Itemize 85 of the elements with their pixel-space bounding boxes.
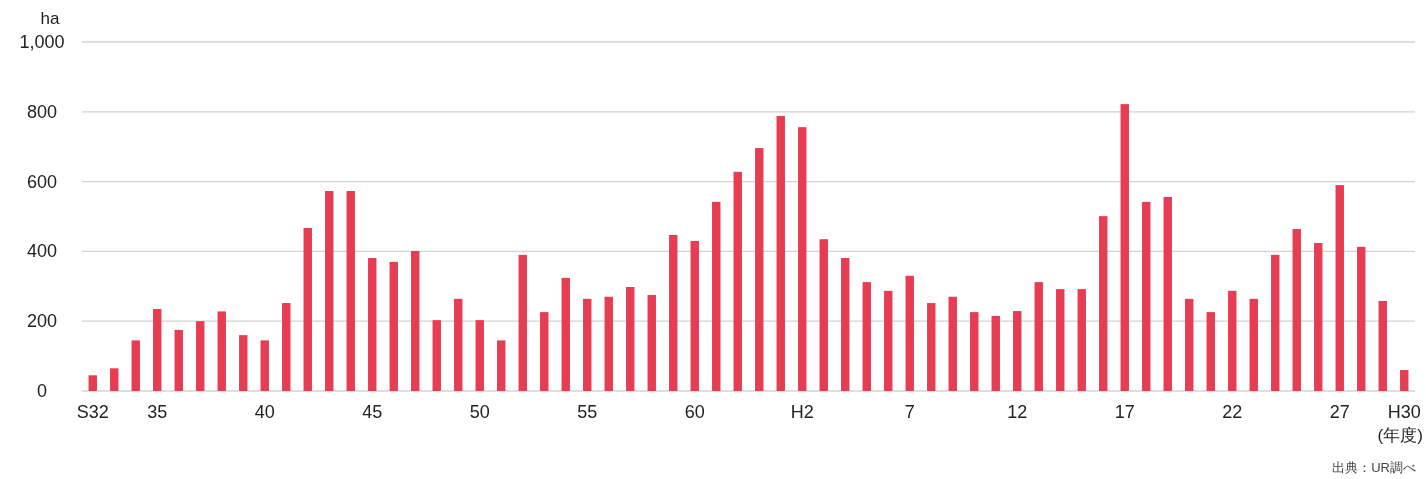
bar	[712, 201, 721, 391]
bar	[1077, 289, 1086, 391]
y-tick-label: 200	[26, 311, 58, 332]
x-tick-label: 50	[469, 402, 490, 422]
x-tick-label: 35	[147, 402, 168, 422]
bar	[131, 340, 140, 391]
bar	[798, 127, 807, 391]
bar	[604, 296, 613, 391]
bar	[1335, 185, 1344, 391]
bar	[432, 320, 441, 391]
bar	[1357, 246, 1366, 391]
bar	[497, 340, 506, 391]
x-tick-label: H30	[1387, 402, 1421, 422]
bar	[411, 251, 420, 391]
bar	[862, 282, 871, 391]
bar	[1206, 312, 1215, 391]
bar	[282, 303, 291, 391]
bar	[626, 287, 635, 391]
y-tick-label: 800	[26, 101, 58, 122]
bar	[346, 191, 355, 391]
bar	[110, 368, 119, 391]
x-tick-label: 40	[254, 402, 275, 422]
x-tick-label: 60	[684, 402, 705, 422]
bar	[647, 295, 656, 391]
y-tick-label: 400	[26, 241, 58, 262]
bar	[1120, 104, 1129, 391]
x-tick-label: 22	[1222, 402, 1243, 422]
bar	[1271, 254, 1280, 391]
y-tick-label: 1,000	[19, 32, 65, 52]
x-tick-label: 12	[1007, 402, 1028, 422]
bar	[1013, 311, 1022, 391]
bar	[690, 240, 699, 391]
bar	[776, 115, 785, 391]
bar	[196, 321, 205, 391]
bar	[1400, 370, 1409, 391]
x-tick-label: S32	[76, 402, 109, 422]
bar	[1142, 201, 1151, 391]
bar	[970, 312, 979, 391]
bar	[325, 191, 334, 391]
source-note: 出典：UR調べ	[1332, 460, 1416, 475]
bar	[389, 261, 398, 391]
bar	[1185, 298, 1194, 391]
bar	[991, 315, 1000, 391]
x-tick-label: H2	[790, 402, 814, 422]
bar	[1228, 290, 1237, 391]
bar	[303, 228, 312, 391]
x-tick-label: 55	[577, 402, 598, 422]
bar	[260, 340, 269, 391]
y-axis-title: ha	[40, 9, 60, 28]
bar	[518, 254, 527, 391]
bar	[927, 303, 936, 391]
bar	[475, 320, 484, 391]
bar	[819, 239, 828, 391]
bar	[239, 335, 248, 391]
x-tick-label: 45	[362, 402, 383, 422]
bar	[841, 258, 850, 391]
x-tick-label: 27	[1329, 402, 1350, 422]
bar	[1378, 300, 1387, 391]
y-tick-label: 0	[36, 381, 48, 401]
bar	[733, 171, 742, 391]
bar	[1099, 216, 1108, 391]
x-tick-label: 17	[1114, 402, 1135, 422]
bar	[368, 258, 377, 391]
bar	[948, 296, 957, 391]
bar	[1034, 282, 1043, 391]
x-axis-title: (年度)	[1377, 426, 1423, 445]
y-tick-label: 600	[26, 171, 58, 192]
bar	[1314, 243, 1323, 391]
bar	[1056, 289, 1065, 391]
bar	[153, 308, 162, 391]
bar	[174, 329, 183, 391]
bar	[88, 375, 97, 391]
bar	[669, 235, 678, 391]
bar	[540, 312, 549, 391]
bar	[583, 298, 592, 391]
bar	[1249, 298, 1258, 391]
bar	[561, 277, 570, 391]
x-tick-label: 7	[904, 402, 915, 422]
bar	[217, 311, 226, 391]
bar	[1163, 196, 1172, 391]
bar	[454, 298, 463, 391]
bar	[884, 290, 893, 391]
bar	[1292, 229, 1301, 391]
bar	[905, 275, 914, 391]
bar	[755, 148, 764, 391]
